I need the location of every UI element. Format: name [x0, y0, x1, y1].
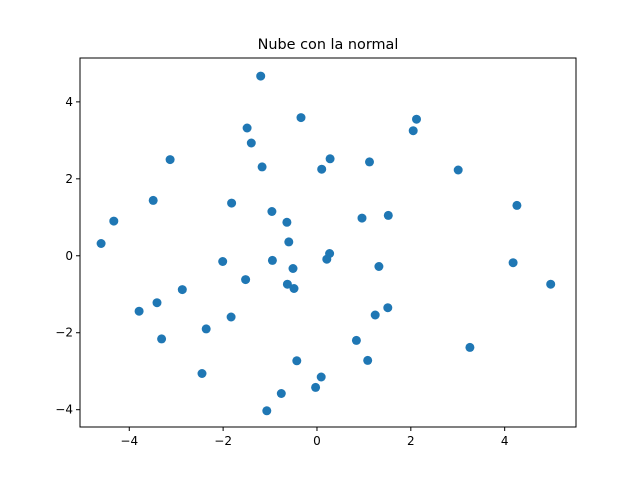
data-point: [282, 217, 292, 227]
data-point: [512, 200, 522, 210]
data-point: [311, 382, 321, 392]
plot-frame: [79, 57, 577, 428]
x-tick-label: −4: [120, 434, 138, 448]
data-point: [365, 157, 374, 167]
data-point: [292, 356, 302, 366]
x-axis-ticks: −4 −2 0 2 4: [120, 427, 508, 448]
data-point: [267, 207, 277, 216]
data-point: [177, 285, 187, 295]
data-point: [288, 264, 298, 273]
data-point: [508, 258, 518, 268]
data-point: [322, 254, 332, 264]
data-point: [227, 198, 237, 208]
x-tick-label: 0: [313, 434, 321, 448]
data-point: [246, 138, 256, 148]
data-point: [351, 335, 361, 345]
data-point: [383, 210, 393, 220]
data-point: [267, 255, 277, 265]
x-tick-label: 4: [501, 434, 509, 448]
data-point: [242, 123, 252, 133]
data-point: [165, 155, 175, 165]
data-point: [226, 312, 236, 322]
data-point: [282, 279, 292, 289]
data-point: [197, 369, 207, 378]
data-point: [218, 257, 228, 266]
data-point: [152, 298, 162, 308]
data-point: [296, 113, 306, 123]
data-point: [109, 216, 119, 226]
data-point: [374, 262, 384, 271]
data-point: [257, 162, 267, 172]
data-point: [284, 237, 294, 247]
data-point: [412, 114, 421, 124]
data-point: [157, 334, 167, 344]
y-tick-label: −2: [55, 326, 73, 340]
y-axis-ticks: −4 −2 0 2 4: [55, 95, 80, 417]
chart-title: Nube con la normal: [258, 37, 399, 53]
data-point: [357, 213, 367, 223]
x-tick-label: 2: [407, 434, 415, 448]
data-point: [465, 342, 475, 352]
data-point: [276, 389, 286, 398]
data-point: [148, 195, 158, 205]
data-point: [134, 306, 144, 316]
data-point: [241, 275, 251, 285]
y-tick-label: 0: [65, 249, 73, 263]
data-point: [262, 406, 272, 416]
data-points: [96, 71, 556, 416]
data-point: [325, 154, 335, 164]
data-point: [316, 372, 326, 382]
y-tick-label: −4: [55, 403, 73, 417]
data-point: [408, 126, 418, 136]
x-tick-label: −2: [214, 434, 232, 448]
data-point: [256, 71, 266, 81]
y-tick-label: 2: [65, 172, 73, 186]
data-point: [383, 303, 393, 313]
data-point: [453, 165, 463, 175]
y-tick-label: 4: [65, 95, 73, 109]
data-point: [289, 284, 299, 293]
data-point: [317, 164, 327, 174]
data-point: [363, 355, 373, 365]
data-point: [201, 324, 211, 334]
data-point: [96, 239, 106, 248]
data-point: [370, 310, 380, 320]
data-point: [546, 279, 556, 289]
